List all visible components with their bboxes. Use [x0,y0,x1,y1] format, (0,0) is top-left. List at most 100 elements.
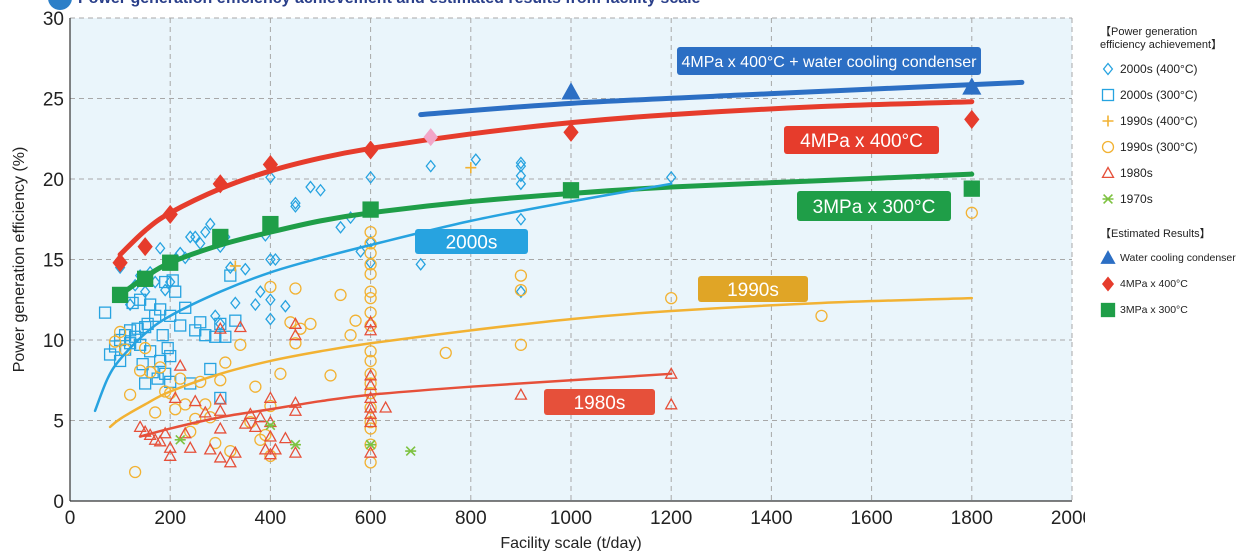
x-tick-label: 1200 [650,508,692,529]
legend-symbol-icon [1101,88,1115,102]
legend-panel: 【Power generation efficiency achievement… [1090,18,1240,363]
estimate-4mpa-point [563,122,579,142]
data-point [278,431,293,444]
data-point [219,356,232,369]
data-point [515,156,527,170]
legend-marker [1100,250,1116,264]
estimate-3mpa-point [262,215,279,233]
x-tick-label: 1400 [750,508,792,529]
data-point [230,296,241,310]
estimate-3mpa-point [111,286,129,304]
data-point [158,426,172,439]
data-point [133,420,147,432]
data-point [136,357,149,371]
data-point [141,317,154,331]
legend-marker [1100,302,1116,318]
data-point [249,380,262,393]
data-point [113,325,127,339]
data-point [515,212,527,226]
data-point [248,420,262,432]
data-point [169,403,182,416]
data-point [149,406,162,419]
x-tick-label: 200 [154,508,186,529]
page-title: Power generation efficiency achievement … [78,0,700,8]
curve-label-text: 1980s [574,393,626,414]
data-point [174,372,187,385]
data-point [154,361,167,374]
data-point [364,285,377,298]
data-point [265,293,276,307]
data-point [174,319,187,332]
data-point [190,230,201,244]
curve-label: 3MPa x 300°C [797,191,951,221]
curve-label-text: 3MPa x 300°C [813,197,936,218]
legend-estimated-title: 【Estimated Results】 [1100,228,1211,240]
data-point [164,309,177,323]
data-point [238,416,252,429]
data-point [133,364,147,377]
legend-label: 1970s [1120,192,1153,206]
estimate-4mpa-point [112,253,128,273]
legend-label: 2000s (400°C) [1120,62,1198,76]
curve-label: 1990s [698,276,808,302]
data-point [204,362,217,376]
data-point [98,306,112,319]
estimate-3mpa-point [562,182,580,199]
estimate-4mpa-point [262,154,279,175]
curve-label: 4MPa x 400°C [784,126,939,154]
data-point [198,405,212,418]
data-point [470,153,482,167]
data-point [179,301,192,314]
legend-item: 2000s (400°C) [1100,56,1240,82]
data-point [349,314,362,327]
data-point [184,377,197,390]
data-point [439,346,452,360]
data-point [131,322,144,335]
data-point [355,244,366,258]
data-point [363,315,378,328]
curve-label-box [544,389,655,415]
curve-label-text: 4MPa x 400°C [800,131,923,152]
title-band: Power generation efficiency achievement … [0,0,1085,10]
title-bullet-icon [48,0,72,10]
data-point [144,366,157,379]
data-point [154,354,167,368]
estimate-3mpa-point [162,254,179,271]
data-point [364,354,377,368]
data-point [405,446,417,457]
data-point [183,441,197,453]
legend-marker [1101,166,1115,179]
data-point [264,280,277,294]
data-point [168,391,182,404]
data-point [363,378,378,391]
data-point [364,306,377,319]
data-point [229,314,242,327]
legend-label: 2000s (300°C) [1120,88,1198,102]
data-point [515,285,527,299]
data-point [205,217,216,231]
legend-symbol-icon [1101,140,1115,154]
legend-achievement-items: 2000s (400°C) 2000s (300°C) 1990s (400°C) 1… [1090,56,1240,212]
legend-label: 4MPa x 400°C [1120,278,1188,290]
legend-item: 2000s (300°C) [1100,82,1240,108]
data-point [315,183,326,197]
data-point [258,442,272,455]
curve-label-text: 2000s [446,232,498,253]
data-point [515,169,527,183]
data-point [224,269,237,282]
curve-label-box [415,229,528,254]
data-point [288,317,303,329]
legend-marker [1101,276,1115,292]
data-point [514,269,528,282]
estimate-3mpa-point [963,180,980,197]
legend-label: Water cooling condenser [1120,252,1236,264]
x-tick-label: 600 [355,508,387,529]
legend-label: 3MPa x 300°C [1120,304,1188,316]
data-point [250,298,261,312]
data-point [151,372,164,385]
curve-label-box [784,126,939,154]
y-axis-title: Power generation efficiency (%) [11,147,28,373]
data-point [213,392,227,405]
trend-curve-1980s [138,372,673,438]
